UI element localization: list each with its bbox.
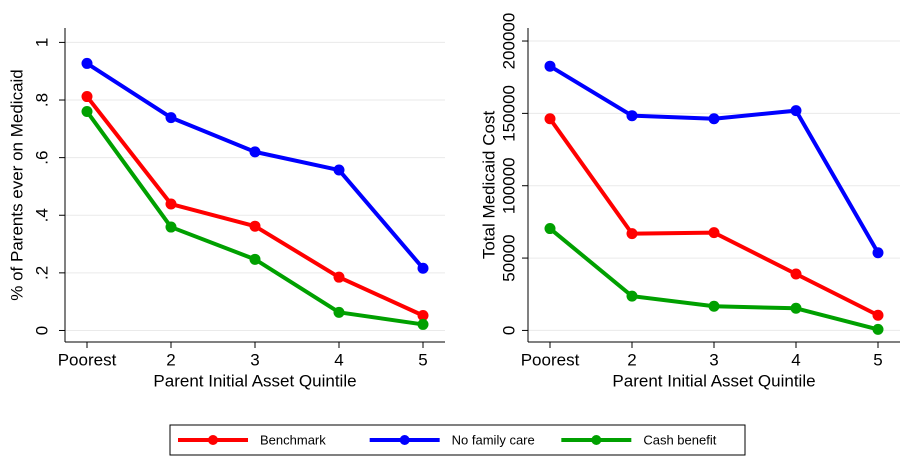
data-point: [544, 60, 556, 72]
legend-label: Cash benefit: [643, 432, 716, 447]
data-point: [872, 247, 884, 259]
data-point: [165, 112, 177, 124]
x-tick-label: 3: [709, 350, 718, 369]
data-point: [81, 91, 93, 103]
series-line: [548, 227, 879, 332]
data-point: [417, 262, 429, 274]
y-tick-label: 200000: [499, 13, 518, 70]
y-tick-label: 100000: [499, 157, 518, 214]
x-tick-label: 3: [250, 350, 259, 369]
data-point: [249, 220, 261, 232]
data-point: [872, 323, 884, 335]
data-point: [544, 113, 556, 125]
data-point: [165, 198, 177, 210]
series-line: [85, 95, 424, 318]
x-tick-label: Poorest: [58, 350, 117, 369]
x-tick-label: 5: [873, 350, 882, 369]
data-point: [872, 309, 884, 321]
x-tick-label: 2: [627, 350, 636, 369]
y-tick-label: 50000: [499, 234, 518, 281]
series-line: [548, 64, 880, 254]
y-tick-label: 0: [32, 326, 51, 335]
data-point: [626, 290, 638, 302]
data-point: [626, 228, 638, 240]
data-point: [81, 106, 93, 118]
data-point: [249, 253, 261, 265]
y-tick-label: .4: [32, 208, 51, 222]
data-point: [249, 146, 261, 158]
y-tick-label: .2: [32, 266, 51, 280]
y-tick-label: 150000: [499, 85, 518, 142]
data-point: [708, 300, 720, 312]
legend-label: Benchmark: [260, 432, 326, 447]
data-point: [333, 164, 345, 176]
data-point: [544, 223, 556, 235]
x-axis-title: Parent Initial Asset Quintile: [153, 371, 356, 390]
data-point: [708, 113, 720, 125]
data-point: [417, 318, 429, 330]
x-tick-label: 4: [334, 350, 343, 369]
series-line: [548, 117, 879, 318]
data-point: [708, 227, 720, 239]
legend-label: No family care: [452, 432, 535, 447]
data-point: [790, 302, 802, 314]
y-tick-label: 1: [32, 38, 51, 47]
x-tick-label: 2: [166, 350, 175, 369]
x-tick-label: 5: [418, 350, 427, 369]
legend-box: [169, 424, 746, 456]
data-point: [417, 309, 429, 321]
x-axis-title: Parent Initial Asset Quintile: [612, 371, 815, 390]
legend-marker: [399, 435, 410, 445]
y-axis-title: Total Medicaid Cost: [479, 111, 498, 260]
data-point: [626, 110, 638, 122]
data-point: [790, 105, 802, 117]
data-point: [165, 221, 177, 233]
data-point: [333, 306, 345, 318]
y-tick-label: .8: [32, 93, 51, 107]
x-tick-label: Poorest: [521, 350, 580, 369]
data-point: [81, 57, 93, 69]
series-line: [85, 61, 425, 270]
data-point: [333, 271, 345, 283]
legend-marker: [208, 435, 218, 445]
y-tick-label: 0: [499, 326, 518, 335]
y-axis-title: % of Parents ever on Medicaid: [7, 69, 26, 301]
data-point: [790, 268, 802, 280]
legend-marker: [591, 435, 602, 445]
x-tick-label: 4: [791, 350, 800, 369]
y-tick-label: .6: [32, 151, 51, 165]
